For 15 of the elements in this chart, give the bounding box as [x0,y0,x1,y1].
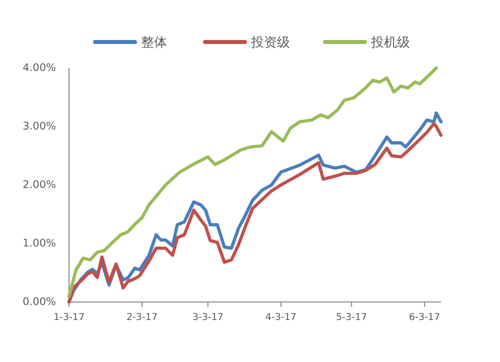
y-tick-label: 0.00% [22,296,56,308]
legend-label: 投资级 [250,36,290,51]
y-tick-label: 3.00% [22,120,56,132]
x-tick-label: 4-3-17 [265,312,296,323]
y-tick-label: 1.00% [22,238,56,250]
x-tick-label: 6-3-17 [408,312,440,323]
y-tick-label: 2.00% [22,179,56,191]
line-series [67,66,438,298]
legend-label: 整体 [141,36,167,51]
x-tick-label: 3-3-17 [192,312,224,323]
legend-label: 投机级 [370,36,410,51]
y-tick-label: 4.00% [22,62,56,74]
x-tick-label: 2-3-17 [126,312,158,323]
x-tick-label: 5-3-17 [336,312,368,323]
x-tick-label: 1-3-17 [53,312,85,323]
